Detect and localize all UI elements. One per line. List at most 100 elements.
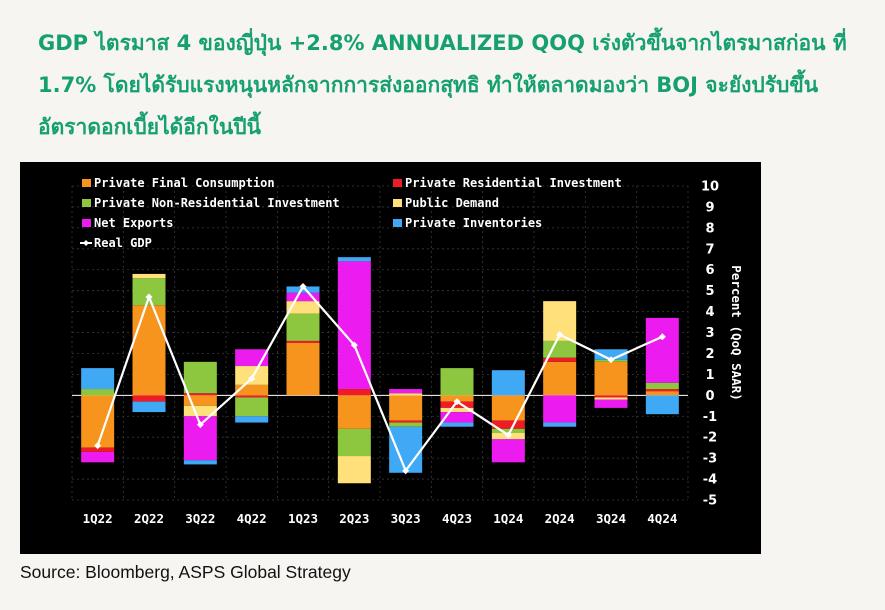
bar-segment — [543, 357, 577, 362]
bar-segment — [132, 395, 166, 402]
legend-swatch — [82, 199, 91, 207]
legend-label: Real GDP — [94, 236, 152, 250]
bar-segment — [286, 292, 320, 302]
bar-segment — [183, 395, 217, 406]
legend-swatch — [393, 199, 402, 207]
bar-segment — [235, 384, 269, 396]
legend-label: Private Residential Investment — [405, 176, 622, 190]
y-tick-label: 1 — [705, 368, 714, 383]
bar-segment — [337, 456, 371, 484]
y-tick-label: 8 — [705, 221, 714, 236]
x-tick-label: 4Q23 — [442, 511, 472, 526]
legend-line-marker — [83, 240, 89, 246]
bar-segment — [183, 361, 217, 394]
bar-segment — [491, 370, 525, 396]
x-tick-label: 3Q23 — [391, 511, 421, 526]
real-gdp-point — [196, 421, 204, 429]
real-gdp-point — [504, 431, 512, 439]
y-tick-label: 10 — [701, 180, 719, 195]
bar-segment — [594, 361, 628, 396]
real-gdp-point — [453, 398, 461, 406]
real-gdp-point — [556, 331, 564, 339]
bar-segment — [235, 416, 269, 423]
bar-segment — [132, 278, 166, 306]
legend-swatch — [393, 219, 402, 227]
legend-label: Private Non-Residential Investment — [94, 196, 340, 210]
bar-segment — [389, 393, 423, 396]
bar-segment — [337, 428, 371, 457]
legend-label: Public Demand — [405, 196, 499, 210]
x-tick-label: 2Q22 — [134, 511, 164, 526]
legend-label: Private Inventories — [405, 216, 542, 230]
headline: GDP ไตรมาส 4 ของญี่ปุ่น +2.8% ANNUALIZED… — [38, 22, 868, 148]
bar-segment — [440, 422, 474, 427]
bar-segment — [389, 389, 423, 394]
real-gdp-point — [248, 375, 256, 383]
x-tick-label: 2Q23 — [339, 511, 369, 526]
bar-segment — [183, 460, 217, 465]
y-tick-label: 0 — [705, 389, 714, 404]
real-gdp-point — [402, 467, 410, 475]
y-tick-label: 7 — [705, 242, 714, 257]
legend-label: Net Exports — [94, 216, 173, 230]
bar-segment — [286, 343, 320, 396]
bar-segment — [183, 405, 217, 417]
bar-segment — [543, 422, 577, 427]
y-axis-label: Percent (QoQ SAAR) — [729, 265, 744, 400]
bar-segment — [440, 412, 474, 423]
y-tick-label: -1 — [703, 410, 717, 425]
bar-segment — [645, 317, 679, 383]
bar-segment — [594, 397, 628, 400]
y-tick-label: 3 — [705, 326, 714, 341]
bar-segment — [389, 422, 423, 427]
bar-segment — [235, 395, 269, 398]
headline-line-1: GDP ไตรมาส 4 ของญี่ปุ่น +2.8% ANNUALIZED… — [38, 31, 847, 55]
y-tick-label: 4 — [705, 305, 714, 320]
real-gdp-point — [658, 333, 666, 341]
y-tick-label: -4 — [703, 473, 717, 488]
bar-segment — [645, 389, 679, 392]
bar-segment — [337, 257, 371, 262]
real-gdp-point — [607, 356, 615, 364]
bar-segment — [440, 407, 474, 413]
gdp-contribution-chart: 1Q22 2Q22 3Q22 4Q22 1Q23 2Q23 3Q23 4Q23 1Q24 2Q24… — [71, 176, 744, 526]
bar-segment — [183, 393, 217, 396]
legend-swatch — [393, 179, 402, 187]
bar-segment — [491, 428, 525, 434]
bar-segment — [594, 349, 628, 360]
bar-segment — [491, 420, 525, 429]
real-gdp-line — [96, 284, 663, 473]
real-gdp-point — [350, 341, 358, 349]
bar-segment — [81, 447, 115, 452]
y-tick-label: 9 — [705, 200, 714, 215]
bar-segment — [235, 397, 269, 417]
bar-segment — [594, 399, 628, 408]
x-tick-label: 1Q23 — [288, 511, 318, 526]
bar-segment — [132, 273, 166, 279]
bar-segment — [594, 395, 628, 398]
bar-segment — [389, 426, 423, 473]
headline-line-3: อัตราดอกเบี้ยได้อีกในปีนี้ — [38, 115, 261, 139]
bar-segment — [132, 305, 166, 396]
x-tick-label: 4Q22 — [237, 511, 267, 526]
bar-segment — [491, 395, 525, 421]
bar-segment — [132, 401, 166, 413]
headline-line-2: 1.7% โดยได้รับแรงหนุนหลักจากการส่งออกสุท… — [38, 73, 819, 97]
y-tick-label: 6 — [705, 263, 714, 278]
real-gdp-point — [299, 282, 307, 290]
bar-segment — [491, 439, 525, 463]
bar-segment — [81, 451, 115, 463]
y-tick-label: -2 — [703, 431, 717, 446]
y-tick-label: -5 — [703, 494, 717, 509]
x-tick-label: 3Q22 — [185, 511, 215, 526]
bar-segment — [337, 261, 371, 390]
x-tick-label: 1Q24 — [493, 511, 523, 526]
real-gdp-point — [145, 293, 153, 301]
legend-swatch — [82, 179, 91, 187]
bar-segment — [389, 395, 423, 421]
bar-segment — [440, 368, 474, 396]
bar-segment — [337, 395, 371, 429]
source-note: Source: Bloomberg, ASPS Global Strategy — [20, 562, 351, 582]
x-tick-label: 4Q24 — [647, 511, 677, 526]
bar-segment — [286, 313, 320, 341]
